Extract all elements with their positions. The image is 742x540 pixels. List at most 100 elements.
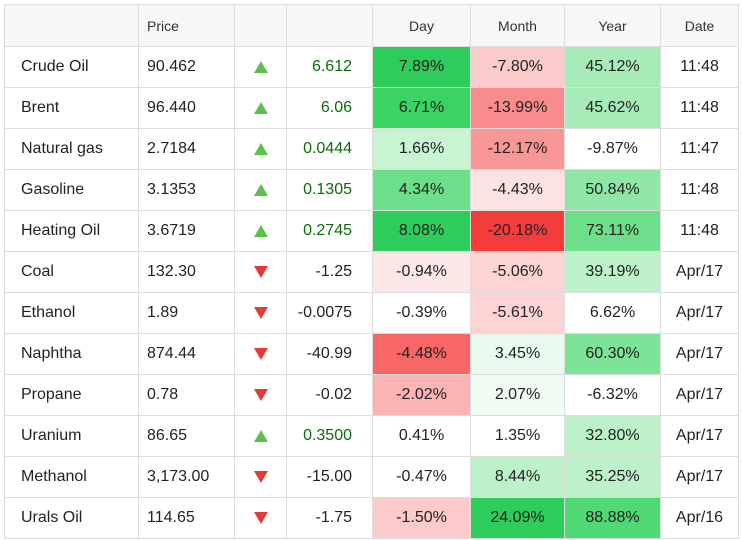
commodity-name[interactable]: Propane — [4, 374, 139, 416]
arrow-down-icon — [253, 388, 268, 401]
day-change-cell: 8.08% — [372, 210, 471, 252]
day-change-cell: 6.71% — [372, 87, 471, 129]
table-row[interactable]: Propane 0.78 -0.02 -2.02% 2.07% -6.32% Apr/17 — [4, 374, 739, 416]
day-change-cell: -1.50% — [372, 497, 471, 539]
table-row[interactable]: Natural gas 2.7184 0.0444 1.66% -12.17% -9.87… — [4, 128, 739, 170]
direction-cell — [234, 210, 287, 252]
price-cell: 86.65 — [138, 415, 235, 457]
date-cell: 11:48 — [660, 210, 739, 252]
price-cell: 132.30 — [138, 251, 235, 293]
date-cell: 11:47 — [660, 128, 739, 170]
change-cell: 6.06 — [286, 87, 373, 129]
day-change-cell: 0.41% — [372, 415, 471, 457]
commodity-name[interactable]: Coal — [4, 251, 139, 293]
month-change-cell: 2.07% — [470, 374, 565, 416]
table-row[interactable]: Uranium 86.65 0.3500 0.41% 1.35% 32.80% Apr/17 — [4, 415, 739, 457]
header-year: Year — [564, 4, 661, 47]
commodity-name[interactable]: Naphtha — [4, 333, 139, 375]
year-change-cell: 35.25% — [564, 456, 661, 498]
month-change-cell: 3.45% — [470, 333, 565, 375]
table-row[interactable]: Urals Oil 114.65 -1.75 -1.50% 24.09% 88.88% Ap… — [4, 497, 739, 539]
date-cell: 11:48 — [660, 46, 739, 88]
price-cell: 874.44 — [138, 333, 235, 375]
commodity-name[interactable]: Brent — [4, 87, 139, 129]
change-cell: 0.1305 — [286, 169, 373, 211]
header-month: Month — [470, 4, 565, 47]
commodity-name[interactable]: Methanol — [4, 456, 139, 498]
month-change-cell: -5.61% — [470, 292, 565, 334]
direction-cell — [234, 169, 287, 211]
price-cell: 2.7184 — [138, 128, 235, 170]
price-cell: 114.65 — [138, 497, 235, 539]
header-change — [286, 4, 373, 47]
day-change-cell: 1.66% — [372, 128, 471, 170]
change-cell: -0.02 — [286, 374, 373, 416]
date-cell: Apr/17 — [660, 292, 739, 334]
table-row[interactable]: Heating Oil 3.6719 0.2745 8.08% -20.18% 73.11… — [4, 210, 739, 252]
commodity-name[interactable]: Uranium — [4, 415, 139, 457]
commodity-name[interactable]: Heating Oil — [4, 210, 139, 252]
commodity-name[interactable]: Natural gas — [4, 128, 139, 170]
arrow-down-icon — [253, 511, 268, 524]
commodity-name[interactable]: Urals Oil — [4, 497, 139, 539]
direction-cell — [234, 497, 287, 539]
arrow-down-icon — [253, 306, 268, 319]
day-change-cell: -4.48% — [372, 333, 471, 375]
table-row[interactable]: Naphtha 874.44 -40.99 -4.48% 3.45% 60.30% Apr/… — [4, 333, 739, 375]
year-change-cell: 88.88% — [564, 497, 661, 539]
direction-cell — [234, 415, 287, 457]
direction-cell — [234, 456, 287, 498]
table-row[interactable]: Brent 96.440 6.06 6.71% -13.99% 45.62% 11:48 — [4, 87, 739, 129]
month-change-cell: -13.99% — [470, 87, 565, 129]
table-row[interactable]: Ethanol 1.89 -0.0075 -0.39% -5.61% 6.62% Apr/1… — [4, 292, 739, 334]
direction-cell — [234, 251, 287, 293]
arrow-up-icon — [253, 183, 268, 196]
year-change-cell: 6.62% — [564, 292, 661, 334]
change-cell: -40.99 — [286, 333, 373, 375]
commodity-name[interactable]: Crude Oil — [4, 46, 139, 88]
commodity-name[interactable]: Ethanol — [4, 292, 139, 334]
price-cell: 1.89 — [138, 292, 235, 334]
day-change-cell: 4.34% — [372, 169, 471, 211]
table-row[interactable]: Coal 132.30 -1.25 -0.94% -5.06% 39.19% Apr/17 — [4, 251, 739, 293]
table-body: Crude Oil 90.462 6.612 7.89% -7.80% 45.12% 11:… — [4, 46, 739, 539]
price-cell: 90.462 — [138, 46, 235, 88]
direction-cell — [234, 292, 287, 334]
date-cell: Apr/17 — [660, 251, 739, 293]
year-change-cell: 45.62% — [564, 87, 661, 129]
table-row[interactable]: Methanol 3,173.00 -15.00 -0.47% 8.44% 35.25% A… — [4, 456, 739, 498]
header-arrow — [234, 4, 287, 47]
arrow-up-icon — [253, 142, 268, 155]
table-row[interactable]: Crude Oil 90.462 6.612 7.89% -7.80% 45.12% 11:… — [4, 46, 739, 88]
year-change-cell: 45.12% — [564, 46, 661, 88]
arrow-up-icon — [253, 224, 268, 237]
direction-cell — [234, 374, 287, 416]
table-row[interactable]: Gasoline 3.1353 0.1305 4.34% -4.43% 50.84% 11:… — [4, 169, 739, 211]
year-change-cell: 50.84% — [564, 169, 661, 211]
arrow-up-icon — [253, 101, 268, 114]
month-change-cell: 1.35% — [470, 415, 565, 457]
arrow-down-icon — [253, 470, 268, 483]
day-change-cell: -0.47% — [372, 456, 471, 498]
day-change-cell: 7.89% — [372, 46, 471, 88]
change-cell: 0.0444 — [286, 128, 373, 170]
day-change-cell: -2.02% — [372, 374, 471, 416]
arrow-up-icon — [253, 60, 268, 73]
direction-cell — [234, 128, 287, 170]
header-price: Price — [138, 4, 235, 47]
year-change-cell: 39.19% — [564, 251, 661, 293]
commodity-name[interactable]: Gasoline — [4, 169, 139, 211]
price-cell: 0.78 — [138, 374, 235, 416]
table-header: Price Day Month Year Date — [4, 4, 739, 47]
direction-cell — [234, 333, 287, 375]
change-cell: -1.25 — [286, 251, 373, 293]
month-change-cell: 24.09% — [470, 497, 565, 539]
price-cell: 3.1353 — [138, 169, 235, 211]
arrow-down-icon — [253, 265, 268, 278]
year-change-cell: 32.80% — [564, 415, 661, 457]
header-name — [4, 4, 139, 47]
change-cell: 0.2745 — [286, 210, 373, 252]
change-cell: -0.0075 — [286, 292, 373, 334]
year-change-cell: -9.87% — [564, 128, 661, 170]
